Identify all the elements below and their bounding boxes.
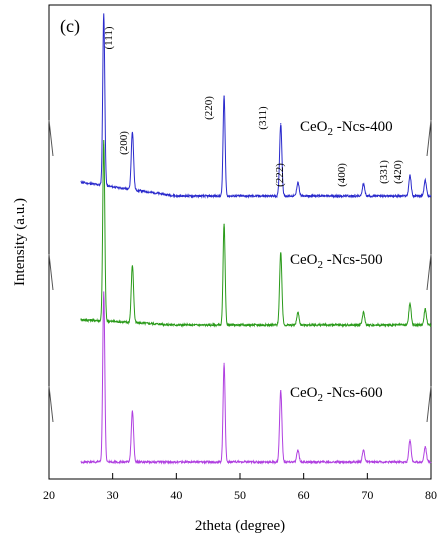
peak-point [131, 136, 134, 139]
peak-point [280, 252, 282, 254]
peak-point [103, 291, 105, 293]
frame-mark [426, 119, 432, 157]
x-tick-label: 50 [234, 488, 246, 502]
peak-point [103, 144, 105, 146]
series-label-subscript: 2 [328, 126, 334, 138]
series-label: CeO2 -Ncs-600 [290, 385, 383, 404]
plot-area: (111) (200) (220) (311) (222) (400) (331) (420)… [48, 4, 432, 480]
series-label: CeO2 -Ncs-500 [290, 252, 383, 271]
peak-point [409, 174, 411, 176]
peak-point [362, 183, 365, 185]
peak-point [223, 362, 225, 364]
peak-label: (331) [378, 160, 390, 184]
x-tick-label: 80 [425, 488, 437, 502]
frame-mark [426, 253, 432, 291]
peak-point [131, 410, 134, 412]
peak-point [280, 390, 282, 392]
peak-label: (220) [203, 96, 215, 120]
peak-point [223, 95, 225, 97]
peak-label: (311) [257, 106, 269, 130]
peak-point [131, 266, 134, 268]
panel-label: (c) [60, 16, 80, 37]
series-label-rest: -Ncs-600 [323, 385, 383, 401]
peak-label: (420) [392, 160, 404, 184]
series-label-main: CeO [300, 119, 328, 135]
peak-point [280, 123, 282, 125]
peak-point [297, 311, 299, 313]
peak-point [424, 446, 426, 448]
x-tick-label: 60 [298, 488, 310, 502]
x-tick-label: 40 [170, 488, 182, 502]
y-axis-label: Intensity (a.u.) [12, 198, 28, 286]
peak-point [409, 439, 411, 441]
peak-label: (222) [274, 163, 286, 187]
peak-point [409, 302, 411, 304]
x-tick-label: 20 [43, 488, 55, 502]
peak-labels: (111) (200) (220) (311) (222) (400) (331) (420) [103, 26, 404, 187]
frame-mark [48, 119, 54, 157]
peak-label: (111) [103, 26, 115, 49]
peak-point [424, 179, 426, 182]
x-ticks: 20 30 40 50 60 70 80 [43, 473, 437, 502]
peak-point [362, 311, 365, 313]
series-label-subscript: 2 [318, 392, 324, 404]
x-axis: 20 30 40 50 60 70 80 2theta (degree) [43, 473, 437, 534]
plot-frame [48, 4, 432, 480]
series-line [80, 292, 432, 465]
x-tick-label: 70 [361, 488, 373, 502]
series-label: CeO2 -Ncs-400 [300, 119, 393, 138]
peak-point [424, 308, 426, 310]
peak-point [223, 223, 225, 225]
frame-tick-marks [48, 119, 432, 423]
frame-mark [48, 253, 54, 291]
series-line [80, 139, 432, 328]
series-label-subscript: 2 [318, 259, 324, 271]
series-label-rest: -Ncs-400 [333, 119, 393, 135]
frame-mark [426, 385, 432, 423]
peak-point [297, 181, 299, 183]
series-label-main: CeO [290, 385, 318, 401]
peak-label: (400) [336, 163, 348, 187]
series-label-main: CeO [290, 252, 318, 268]
x-tick-label: 30 [107, 488, 119, 502]
series-label-rest: -Ncs-500 [323, 252, 383, 268]
x-axis-label: 2theta (degree) [195, 518, 285, 534]
peak-point [362, 449, 365, 451]
peak-point [297, 449, 299, 451]
peak-label: (200) [118, 131, 130, 155]
series-line [80, 13, 432, 199]
series-layer [80, 13, 432, 465]
frame-mark [48, 385, 54, 423]
peak-point [103, 23, 105, 25]
